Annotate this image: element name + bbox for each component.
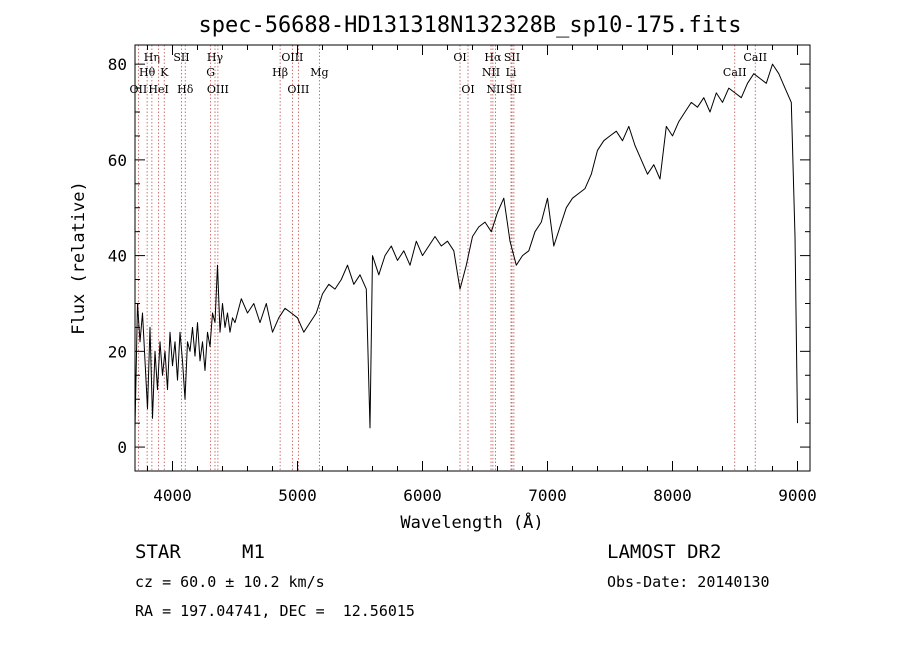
- chart-title: spec-56688-HD131318N132328B_sp10-175.fit…: [198, 13, 741, 38]
- redshift-velocity: cz = 60.0 ± 10.2 km/s: [135, 573, 325, 591]
- series-line: [134, 63, 798, 429]
- line-marker-label: SII: [504, 51, 520, 64]
- line-marker-label: CaII: [723, 66, 747, 79]
- x-axis-label: Wavelength (Å): [400, 511, 543, 533]
- line-markers: OIIHηHθHeIKSIIHδHγGOIIIHβOIIIOIIIMgOIOIH…: [130, 45, 767, 471]
- line-marker-label: Hθ: [139, 66, 156, 79]
- object-subclass: M1: [242, 541, 265, 563]
- x-axis-ticks: 4000 5000 6000 7000 8000 9000: [147, 45, 817, 505]
- line-marker-label: OIII: [281, 51, 303, 64]
- y-axis-label: Flux (relative): [69, 181, 89, 335]
- line-marker-label: SII: [506, 83, 522, 96]
- coordinates: RA = 197.04741, DEC = 12.56015: [135, 602, 415, 620]
- line-marker-label: Hη: [144, 51, 160, 64]
- y-tick-label: 60: [108, 151, 127, 170]
- survey-name: LAMOST DR2: [607, 541, 722, 563]
- object-class: STAR: [135, 541, 181, 563]
- y-tick-label: 0: [117, 438, 127, 457]
- y-axis-ticks: 0 20 40 60 80: [108, 55, 810, 472]
- y-tick-label: 40: [108, 247, 127, 266]
- line-marker-label: HeI: [148, 83, 168, 96]
- line-marker-label: NII: [486, 83, 504, 96]
- line-marker-label: Hβ: [272, 66, 288, 79]
- line-marker-label: OI: [461, 83, 474, 96]
- line-marker-label: K: [160, 66, 169, 79]
- line-marker-label: Hγ: [207, 51, 224, 64]
- x-tick-label: 7000: [528, 486, 567, 505]
- x-tick-label: 8000: [653, 486, 692, 505]
- line-marker-label: SII: [173, 51, 189, 64]
- y-tick-label: 80: [108, 55, 127, 74]
- line-marker-label: NII: [482, 66, 500, 79]
- observation-date: Obs-Date: 20140130: [607, 573, 770, 591]
- line-marker-label: OI: [453, 51, 466, 64]
- x-tick-label: 9000: [778, 486, 817, 505]
- line-marker-label: OIII: [207, 83, 229, 96]
- line-marker-label: Hδ: [177, 83, 194, 96]
- line-marker-label: OII: [130, 83, 148, 96]
- x-tick-label: 6000: [403, 486, 442, 505]
- line-marker-label: CaII: [743, 51, 767, 64]
- line-marker-label: G: [206, 66, 215, 79]
- spectrum-plot: spec-56688-HD131318N132328B_sp10-175.fit…: [69, 13, 817, 533]
- line-marker-label: OIII: [287, 83, 309, 96]
- line-marker-label: Hα: [484, 51, 502, 64]
- x-tick-label: 5000: [278, 486, 317, 505]
- spectrum-series: [134, 63, 798, 429]
- x-tick-label: 4000: [153, 486, 192, 505]
- y-tick-label: 20: [108, 342, 127, 361]
- line-marker-label: Li: [506, 66, 517, 79]
- line-marker-label: Mg: [310, 66, 328, 79]
